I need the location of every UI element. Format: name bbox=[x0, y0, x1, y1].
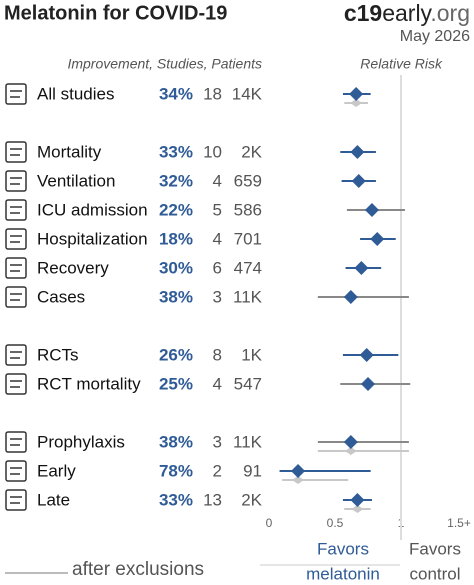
row-icon bbox=[5, 141, 27, 163]
improvement: 18% bbox=[159, 229, 193, 248]
brand: c19early.org bbox=[344, 0, 470, 26]
studies: 2 bbox=[213, 461, 222, 480]
row-label: Late bbox=[37, 490, 70, 509]
excluded-estimate bbox=[350, 99, 363, 107]
estimate bbox=[350, 145, 365, 159]
row-icon bbox=[5, 286, 27, 308]
improvement: 34% bbox=[159, 84, 193, 103]
improvement: 22% bbox=[159, 200, 193, 219]
excluded-estimate bbox=[292, 476, 305, 484]
improvement: 26% bbox=[159, 345, 193, 364]
row-label: Early bbox=[37, 461, 76, 480]
row-icon bbox=[5, 257, 27, 279]
favors-right: Favors bbox=[409, 539, 461, 558]
brand-part: c19 bbox=[344, 0, 382, 26]
estimate bbox=[349, 87, 364, 101]
row-label: RCT mortality bbox=[37, 374, 141, 393]
improvement: 33% bbox=[159, 490, 193, 509]
date: May 2026 bbox=[400, 28, 470, 45]
row-label: Mortality bbox=[37, 142, 102, 161]
patients: 11K bbox=[233, 432, 263, 451]
patients: 14K bbox=[232, 84, 263, 103]
estimate bbox=[354, 261, 369, 275]
patients: 1K bbox=[241, 345, 262, 364]
improvement: 32% bbox=[159, 171, 193, 190]
row-icon bbox=[5, 373, 27, 395]
improvement: 38% bbox=[159, 432, 193, 451]
improvement: 30% bbox=[159, 258, 193, 277]
favors-left: Favors bbox=[317, 539, 369, 558]
improvement: 78% bbox=[159, 461, 193, 480]
patients: 474 bbox=[234, 258, 262, 277]
studies: 4 bbox=[213, 374, 222, 393]
row-icon bbox=[5, 344, 27, 366]
improvement: 33% bbox=[159, 142, 193, 161]
x-tick-label: 0.5 bbox=[327, 516, 344, 530]
brand-part: early bbox=[382, 0, 432, 26]
brand-part: .org bbox=[430, 0, 470, 26]
axis-header: Relative Risk bbox=[360, 56, 443, 72]
studies: 3 bbox=[213, 432, 222, 451]
row-label: ICU admission bbox=[37, 200, 148, 219]
patients: 586 bbox=[234, 200, 262, 219]
row-icon bbox=[5, 489, 27, 511]
studies: 18 bbox=[203, 84, 222, 103]
excluded-estimate bbox=[351, 505, 364, 513]
chart-title: Melatonin for COVID-19 bbox=[4, 2, 227, 24]
studies: 4 bbox=[213, 229, 222, 248]
studies: 8 bbox=[213, 345, 222, 364]
patients: 91 bbox=[243, 461, 262, 480]
estimate bbox=[370, 232, 385, 246]
row-label: Prophylaxis bbox=[37, 432, 125, 451]
row-label: Cases bbox=[37, 287, 85, 306]
patients: 2K bbox=[241, 142, 262, 161]
estimate bbox=[364, 203, 379, 217]
studies: 13 bbox=[203, 490, 222, 509]
row-label: Recovery bbox=[37, 258, 109, 277]
x-tick-label: 0 bbox=[266, 516, 273, 530]
row-label: Ventilation bbox=[37, 171, 115, 190]
row-label: All studies bbox=[37, 84, 114, 103]
row-icon bbox=[5, 170, 27, 192]
patients: 547 bbox=[234, 374, 262, 393]
estimate bbox=[359, 348, 374, 362]
estimate bbox=[350, 493, 365, 507]
estimate bbox=[351, 174, 366, 188]
estimate bbox=[343, 435, 358, 449]
row-icon bbox=[5, 228, 27, 250]
row-icon bbox=[5, 431, 27, 453]
row-icon bbox=[5, 83, 27, 105]
estimate bbox=[361, 377, 375, 391]
improvement: 38% bbox=[159, 287, 193, 306]
studies: 6 bbox=[213, 258, 222, 277]
estimate bbox=[291, 464, 306, 478]
favors-right: control bbox=[409, 564, 460, 583]
row-icon bbox=[5, 199, 27, 221]
favors-left: melatonin bbox=[306, 564, 380, 583]
estimate bbox=[343, 290, 358, 304]
columns-header: Improvement, Studies, Patients bbox=[67, 56, 262, 72]
patients: 659 bbox=[234, 171, 262, 190]
x-tick-label: 1.5+ bbox=[447, 516, 471, 530]
improvement: 25% bbox=[159, 374, 193, 393]
studies: 5 bbox=[213, 200, 222, 219]
studies: 3 bbox=[213, 287, 222, 306]
patients: 2K bbox=[241, 490, 262, 509]
patients: 11K bbox=[233, 287, 263, 306]
exclusions-label: after exclusions bbox=[72, 559, 204, 580]
studies: 4 bbox=[213, 171, 222, 190]
row-label: RCTs bbox=[37, 345, 79, 364]
patients: 701 bbox=[234, 229, 262, 248]
row-label: Hospitalization bbox=[37, 229, 148, 248]
row-icon bbox=[5, 460, 27, 482]
studies: 10 bbox=[203, 142, 222, 161]
excluded-estimate bbox=[344, 447, 357, 455]
